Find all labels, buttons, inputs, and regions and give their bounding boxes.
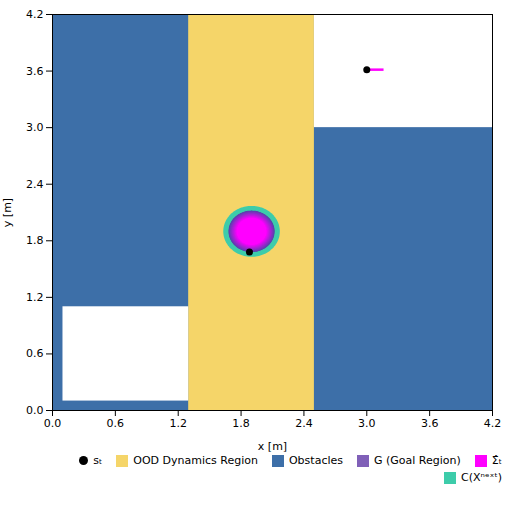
svg-text:3.6: 3.6 (26, 65, 44, 78)
svg-text:3.0: 3.0 (26, 121, 44, 134)
svg-text:0.0: 0.0 (44, 417, 62, 430)
html-text:C(Xⁿᵉˣᵗ): C(Xⁿᵉˣᵗ) (461, 471, 502, 484)
svg-text:1.8: 1.8 (26, 234, 44, 247)
svg-text:x [m]: x [m] (258, 440, 287, 453)
svg-text:4.2: 4.2 (26, 8, 44, 21)
svg-text:2.4: 2.4 (295, 417, 313, 430)
html-text:Σ̂ₜ: Σ̂ₜ (491, 454, 502, 467)
html-text:sₜ: sₜ (93, 454, 103, 467)
html-text:OOD Dynamics Region: OOD Dynamics Region (133, 454, 258, 467)
svg-text:2.4: 2.4 (26, 178, 44, 191)
svg-text:y [m]: y [m] (1, 198, 14, 227)
svg-text:0.6: 0.6 (26, 347, 44, 360)
svg-text:3.6: 3.6 (421, 417, 439, 430)
svg-text:0.0: 0.0 (26, 404, 44, 417)
svg-text:1.8: 1.8 (232, 417, 250, 430)
html-text:Obstacles: Obstacles (289, 454, 343, 467)
svg-text:4.2: 4.2 (484, 417, 502, 430)
svg-text:3.0: 3.0 (358, 417, 376, 430)
svg-text:1.2: 1.2 (26, 291, 44, 304)
html-text:G (Goal Region): G (Goal Region) (374, 454, 461, 467)
svg-text:0.6: 0.6 (107, 417, 125, 430)
svg-text:1.2: 1.2 (169, 417, 187, 430)
